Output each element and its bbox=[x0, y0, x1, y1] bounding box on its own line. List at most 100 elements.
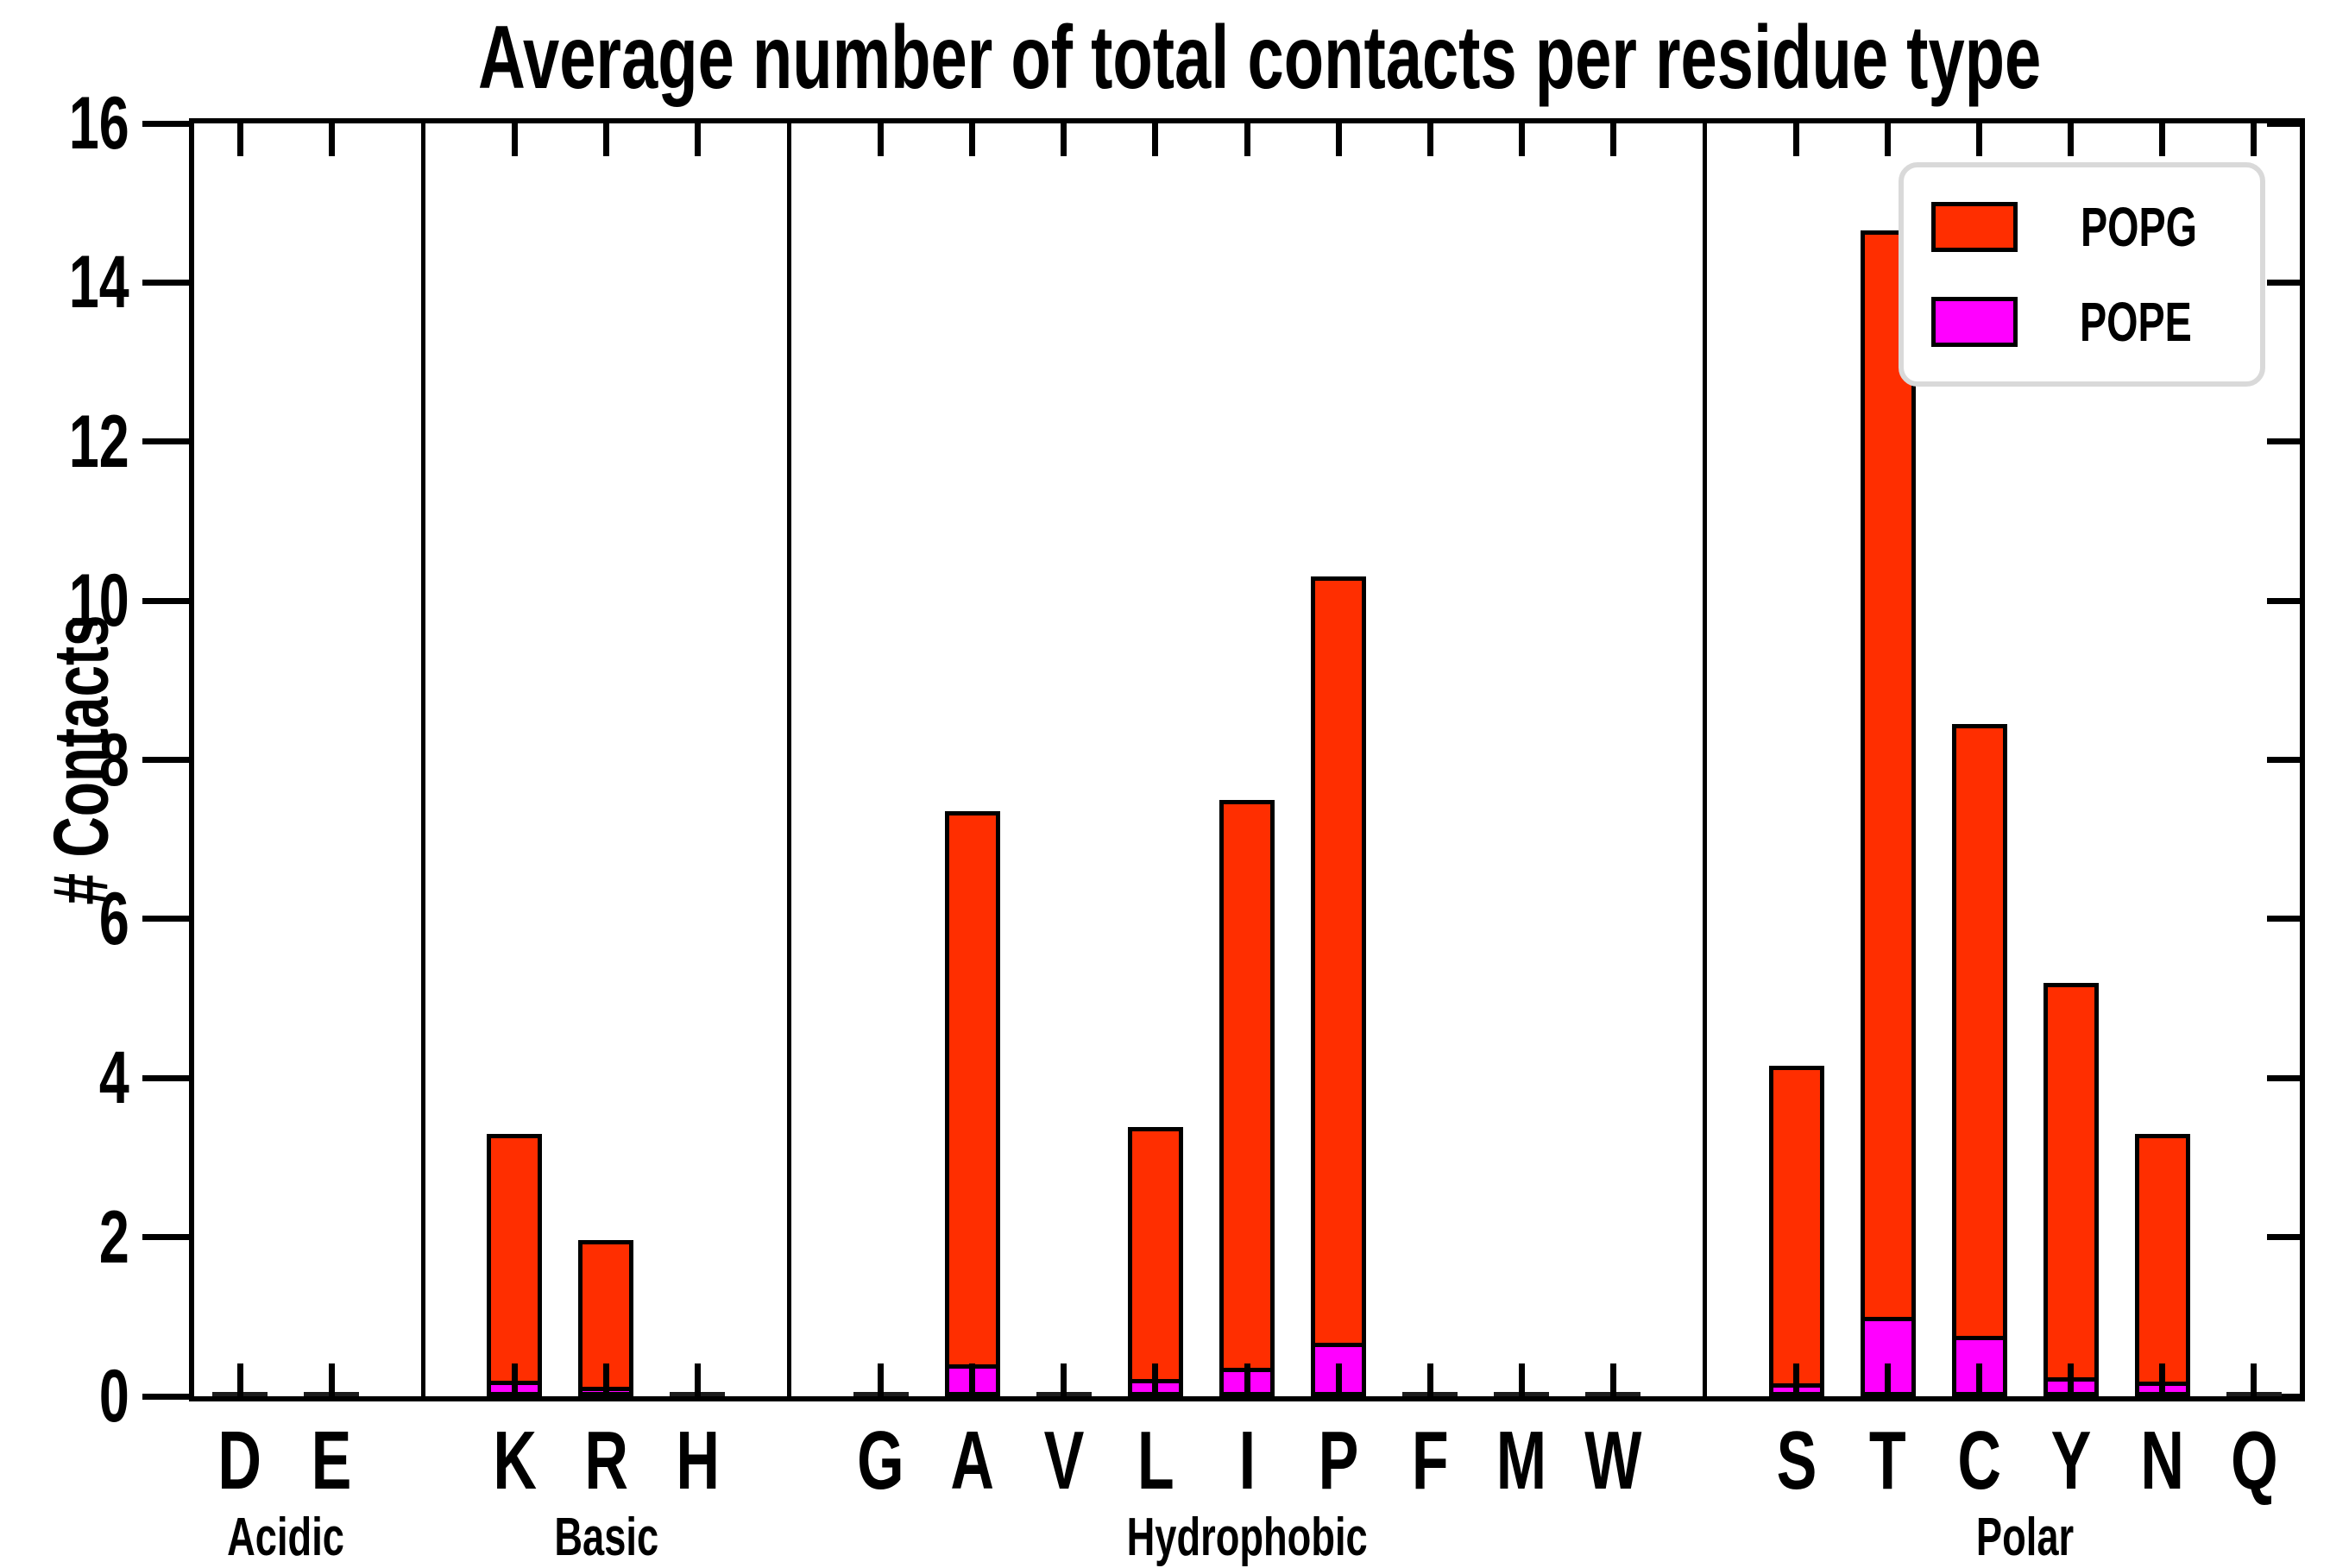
bar-l-popg bbox=[1127, 1127, 1183, 1383]
y-tick-label-0: 0 bbox=[99, 1355, 129, 1438]
x-tick-label-k: K bbox=[492, 1414, 537, 1507]
x-tick-top bbox=[1335, 123, 1342, 156]
x-tick-bottom bbox=[602, 1363, 609, 1396]
x-tick-bottom bbox=[1518, 1363, 1525, 1396]
x-tick-top bbox=[1885, 123, 1892, 156]
y-tick-label-6: 6 bbox=[99, 877, 129, 960]
legend-label-popg: POPG bbox=[2081, 196, 2198, 258]
x-tick-top bbox=[602, 123, 609, 156]
chart-title-text: Average number of total contacts per res… bbox=[477, 8, 2042, 108]
x-tick-bottom bbox=[2251, 1363, 2258, 1396]
x-tick-top bbox=[878, 123, 885, 156]
x-tick-label-w: W bbox=[1584, 1414, 1642, 1507]
x-tick-bottom bbox=[878, 1363, 885, 1396]
x-tick-bottom bbox=[1061, 1363, 1067, 1396]
group-label-polar: Polar bbox=[1976, 1508, 2075, 1567]
x-tick-bottom bbox=[2159, 1363, 2166, 1396]
x-tick-bottom bbox=[1335, 1363, 1342, 1396]
x-tick-top bbox=[2068, 123, 2075, 156]
y-tick-label-12: 12 bbox=[69, 400, 129, 483]
x-tick-label-e: E bbox=[311, 1414, 352, 1507]
x-tick-label-r: R bbox=[584, 1414, 628, 1507]
group-divider bbox=[1702, 123, 1707, 1396]
x-tick-bottom bbox=[236, 1363, 243, 1396]
x-tick-bottom bbox=[2068, 1363, 2075, 1396]
x-tick-top bbox=[1609, 123, 1616, 156]
x-tick-label-a: A bbox=[950, 1414, 995, 1507]
y-tick-right-6 bbox=[2267, 916, 2300, 923]
legend-swatch-popg bbox=[1931, 202, 2018, 252]
y-tick-label-2: 2 bbox=[99, 1195, 129, 1279]
y-tick-right-4 bbox=[2267, 1074, 2300, 1081]
x-tick-top bbox=[1061, 123, 1067, 156]
x-tick-label-f: F bbox=[1411, 1414, 1449, 1507]
y-tick-0 bbox=[142, 1393, 189, 1400]
y-tick-right-2 bbox=[2267, 1234, 2300, 1241]
x-tick-top bbox=[1976, 123, 1983, 156]
x-tick-bottom bbox=[1976, 1363, 1983, 1396]
x-axis-labels: D E Acidic K R H Basic G A V L I P F M W Hydrophobic S T C Y… bbox=[194, 1401, 2300, 1567]
x-tick-top bbox=[1793, 123, 1800, 156]
x-tick-label-h: H bbox=[676, 1414, 720, 1507]
y-tick-label-4: 4 bbox=[99, 1036, 129, 1120]
y-tick-right-14 bbox=[2267, 279, 2300, 286]
y-tick-4 bbox=[142, 1074, 189, 1081]
y-tick-10 bbox=[142, 597, 189, 604]
y-tick-14 bbox=[142, 279, 189, 286]
chart-title: Average number of total contacts per res… bbox=[189, 7, 2305, 110]
x-tick-label-v: V bbox=[1043, 1414, 1085, 1507]
bar-k-popg bbox=[487, 1133, 543, 1385]
x-tick-top bbox=[969, 123, 976, 156]
x-tick-label-m: M bbox=[1496, 1414, 1547, 1507]
x-tick-bottom bbox=[1426, 1363, 1433, 1396]
x-tick-bottom bbox=[511, 1363, 518, 1396]
bar-c-popg bbox=[1951, 724, 2007, 1340]
y-tick-label-16: 16 bbox=[69, 82, 129, 165]
bar-n-popg bbox=[2134, 1133, 2190, 1387]
group-label-hydrophobic: Hydrophobic bbox=[1126, 1508, 1368, 1567]
y-tick-right-16 bbox=[2267, 120, 2300, 127]
y-tick-label-14: 14 bbox=[69, 241, 129, 324]
y-tick-right-8 bbox=[2267, 757, 2300, 763]
bar-i-popg bbox=[1219, 799, 1275, 1372]
x-tick-label-g: G bbox=[857, 1414, 904, 1507]
x-tick-label-c: C bbox=[1957, 1414, 2001, 1507]
bar-t-popg bbox=[1860, 230, 1916, 1321]
y-tick-6 bbox=[142, 916, 189, 923]
y-tick-right-12 bbox=[2267, 438, 2300, 445]
legend-label-pope: POPE bbox=[2080, 291, 2192, 353]
x-tick-top bbox=[511, 123, 518, 156]
y-tick-2 bbox=[142, 1234, 189, 1241]
x-tick-bottom bbox=[1152, 1363, 1159, 1396]
legend: POPG POPE bbox=[1899, 162, 2265, 387]
x-tick-bottom bbox=[694, 1363, 701, 1396]
y-tick-label-8: 8 bbox=[99, 718, 129, 802]
x-tick-label-q: Q bbox=[2230, 1414, 2278, 1507]
legend-item-pope: POPE bbox=[1931, 290, 2219, 354]
y-tick-16 bbox=[142, 120, 189, 127]
plot-area: POPG POPE 0 2 4 6 8 10 12 14 16 bbox=[69, 84, 2305, 1436]
group-label-basic: Basic bbox=[553, 1508, 658, 1567]
x-tick-bottom bbox=[969, 1363, 976, 1396]
x-tick-label-d: D bbox=[217, 1414, 262, 1507]
x-tick-top bbox=[1152, 123, 1159, 156]
bar-a-popg bbox=[944, 811, 1000, 1370]
x-tick-bottom bbox=[1793, 1363, 1800, 1396]
y-tick-right-10 bbox=[2267, 597, 2300, 604]
bar-p-popg bbox=[1311, 576, 1367, 1348]
x-tick-bottom bbox=[1244, 1363, 1250, 1396]
x-tick-top bbox=[236, 123, 243, 156]
y-tick-right-0 bbox=[2267, 1393, 2300, 1400]
bar-y-popg bbox=[2043, 982, 2099, 1382]
x-tick-bottom bbox=[1609, 1363, 1616, 1396]
bar-s-popg bbox=[1768, 1066, 1824, 1389]
y-tick-label-10: 10 bbox=[69, 559, 129, 643]
x-tick-label-i: I bbox=[1238, 1414, 1256, 1507]
x-tick-top bbox=[694, 123, 701, 156]
x-tick-top bbox=[1426, 123, 1433, 156]
x-tick-top bbox=[1244, 123, 1250, 156]
legend-swatch-pope bbox=[1931, 297, 2018, 347]
x-tick-top bbox=[2251, 123, 2258, 156]
x-tick-top bbox=[328, 123, 335, 156]
